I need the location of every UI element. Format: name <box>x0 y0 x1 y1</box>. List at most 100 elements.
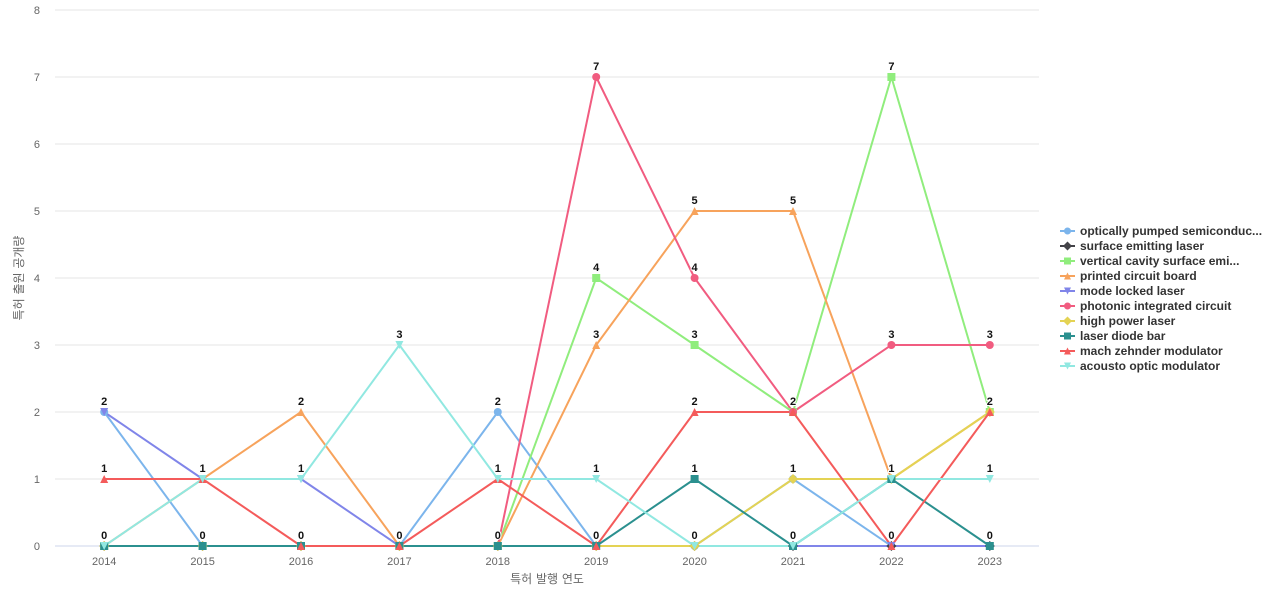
series-line-printed-circuit-board <box>103 210 991 547</box>
y-tick-label: 3 <box>34 340 40 352</box>
data-point-printed-circuit-board <box>592 341 601 349</box>
y-tick-label: 6 <box>34 139 40 151</box>
legend-item-photonic-integrated-circuit[interactable]: photonic integrated circuit <box>1060 299 1231 313</box>
legend-item-mach-zehnder-modulator[interactable]: mach zehnder modulator <box>1060 344 1223 358</box>
data-point-photonic-integrated-circuit <box>887 341 896 349</box>
legend-item-acousto-optic-modulator[interactable]: acousto optic modulator <box>1060 359 1220 373</box>
legend-label: acousto optic modulator <box>1080 359 1220 373</box>
x-tick-label: 2021 <box>781 556 805 568</box>
data-label: 4 <box>593 262 600 274</box>
x-tick-label: 2014 <box>92 556 116 568</box>
data-point-vertical-cavity-surface-emi <box>690 341 699 349</box>
series-line-mach-zehnder-modulator <box>104 411 991 547</box>
data-label: 1 <box>495 463 501 475</box>
data-point-printed-circuit-board <box>690 207 699 215</box>
legend-marker <box>1063 316 1072 326</box>
legend-label: vertical cavity surface emi... <box>1080 254 1239 268</box>
data-point-laser-diode-bar <box>690 475 699 483</box>
legend-marker <box>1064 332 1071 340</box>
data-label: 3 <box>888 329 894 341</box>
legend-marker <box>1064 287 1071 295</box>
data-label: 1 <box>692 463 698 475</box>
legend-marker <box>1064 257 1071 265</box>
data-point-mach-zehnder-modulator <box>690 408 699 416</box>
data-point-acousto-optic-modulator <box>395 341 404 349</box>
data-point-printed-circuit-board <box>297 408 305 416</box>
data-point-mach-zehnder-modulator <box>395 542 404 550</box>
series-lines <box>103 76 991 547</box>
data-point-acousto-optic-modulator <box>985 475 994 483</box>
data-point-laser-diode-bar <box>493 542 502 550</box>
data-point-photonic-integrated-circuit <box>985 341 994 349</box>
y-tick-label: 8 <box>34 5 40 17</box>
data-label: 1 <box>200 463 206 475</box>
legend-label: surface emitting laser <box>1080 239 1204 253</box>
y-tick-label: 2 <box>34 407 40 419</box>
data-label: 3 <box>987 329 993 341</box>
legend-item-high-power-laser[interactable]: high power laser <box>1060 314 1176 328</box>
data-label: 2 <box>692 396 698 408</box>
data-label: 0 <box>495 530 501 542</box>
data-point-acousto-optic-modulator <box>789 542 797 550</box>
data-label: 0 <box>396 530 402 542</box>
x-tick-label: 2015 <box>190 556 214 568</box>
data-point-mode-locked-laser <box>100 408 109 416</box>
legend: optically pumped semiconduc...surface em… <box>1060 224 1262 373</box>
data-point-mach-zehnder-modulator <box>789 408 797 416</box>
legend-item-vertical-cavity-surface-emi[interactable]: vertical cavity surface emi... <box>1060 254 1239 268</box>
data-point-acousto-optic-modulator <box>198 475 207 483</box>
x-tick-label: 2019 <box>584 556 608 568</box>
data-point-acousto-optic-modulator <box>297 475 305 483</box>
x-tick-label: 2020 <box>682 556 706 568</box>
data-point-mach-zehnder-modulator <box>592 542 601 550</box>
legend-marker <box>1063 241 1072 251</box>
data-label: 2 <box>298 396 304 408</box>
data-label: 2 <box>101 396 107 408</box>
legend-item-optically-pumped-semiconduc[interactable]: optically pumped semiconduc... <box>1060 224 1262 238</box>
legend-item-laser-diode-bar[interactable]: laser diode bar <box>1060 329 1166 343</box>
data-label: 1 <box>987 463 993 475</box>
data-label: 0 <box>593 530 599 542</box>
data-label: 4 <box>692 262 699 274</box>
y-tick-label: 7 <box>34 72 40 84</box>
data-point-vertical-cavity-surface-emi <box>887 73 896 81</box>
legend-item-printed-circuit-board[interactable]: printed circuit board <box>1060 269 1197 283</box>
legend-marker <box>1064 272 1071 280</box>
data-label: 7 <box>888 61 894 73</box>
legend-item-surface-emitting-laser[interactable]: surface emitting laser <box>1060 239 1204 253</box>
data-point-printed-circuit-board <box>789 207 797 215</box>
data-point-laser-diode-bar <box>198 542 207 550</box>
data-point-photonic-integrated-circuit <box>592 73 601 81</box>
y-tick-label: 4 <box>34 273 40 285</box>
data-label: 0 <box>200 530 206 542</box>
legend-item-mode-locked-laser[interactable]: mode locked laser <box>1060 284 1185 298</box>
x-tick-label: 2017 <box>387 556 411 568</box>
data-point-acousto-optic-modulator <box>887 475 896 483</box>
x-tick-label: 2018 <box>486 556 510 568</box>
data-label: 0 <box>790 530 796 542</box>
data-point-optically-pumped-semiconduc <box>493 408 502 416</box>
data-point-mach-zehnder-modulator <box>100 475 109 483</box>
data-label: 1 <box>790 463 796 475</box>
legend-label: high power laser <box>1080 314 1176 328</box>
y-tick-label: 1 <box>34 474 40 486</box>
legend-label: printed circuit board <box>1080 269 1197 283</box>
data-point-vertical-cavity-surface-emi <box>592 274 601 282</box>
data-point-acousto-optic-modulator <box>592 475 601 483</box>
data-point-mach-zehnder-modulator <box>297 542 305 550</box>
legend-label: photonic integrated circuit <box>1080 299 1231 313</box>
data-point-mach-zehnder-modulator <box>985 408 994 416</box>
data-point-mach-zehnder-modulator <box>887 542 896 550</box>
y-tick-label: 5 <box>34 206 40 218</box>
data-point-acousto-optic-modulator <box>100 542 109 550</box>
series-line-acousto-optic-modulator <box>103 344 990 547</box>
data-label: 3 <box>593 329 599 341</box>
series-line-photonic-integrated-circuit <box>104 76 990 547</box>
data-label: 1 <box>298 463 304 475</box>
data-label: 2 <box>495 396 501 408</box>
data-label: 3 <box>692 329 698 341</box>
data-point-photonic-integrated-circuit <box>690 274 699 282</box>
